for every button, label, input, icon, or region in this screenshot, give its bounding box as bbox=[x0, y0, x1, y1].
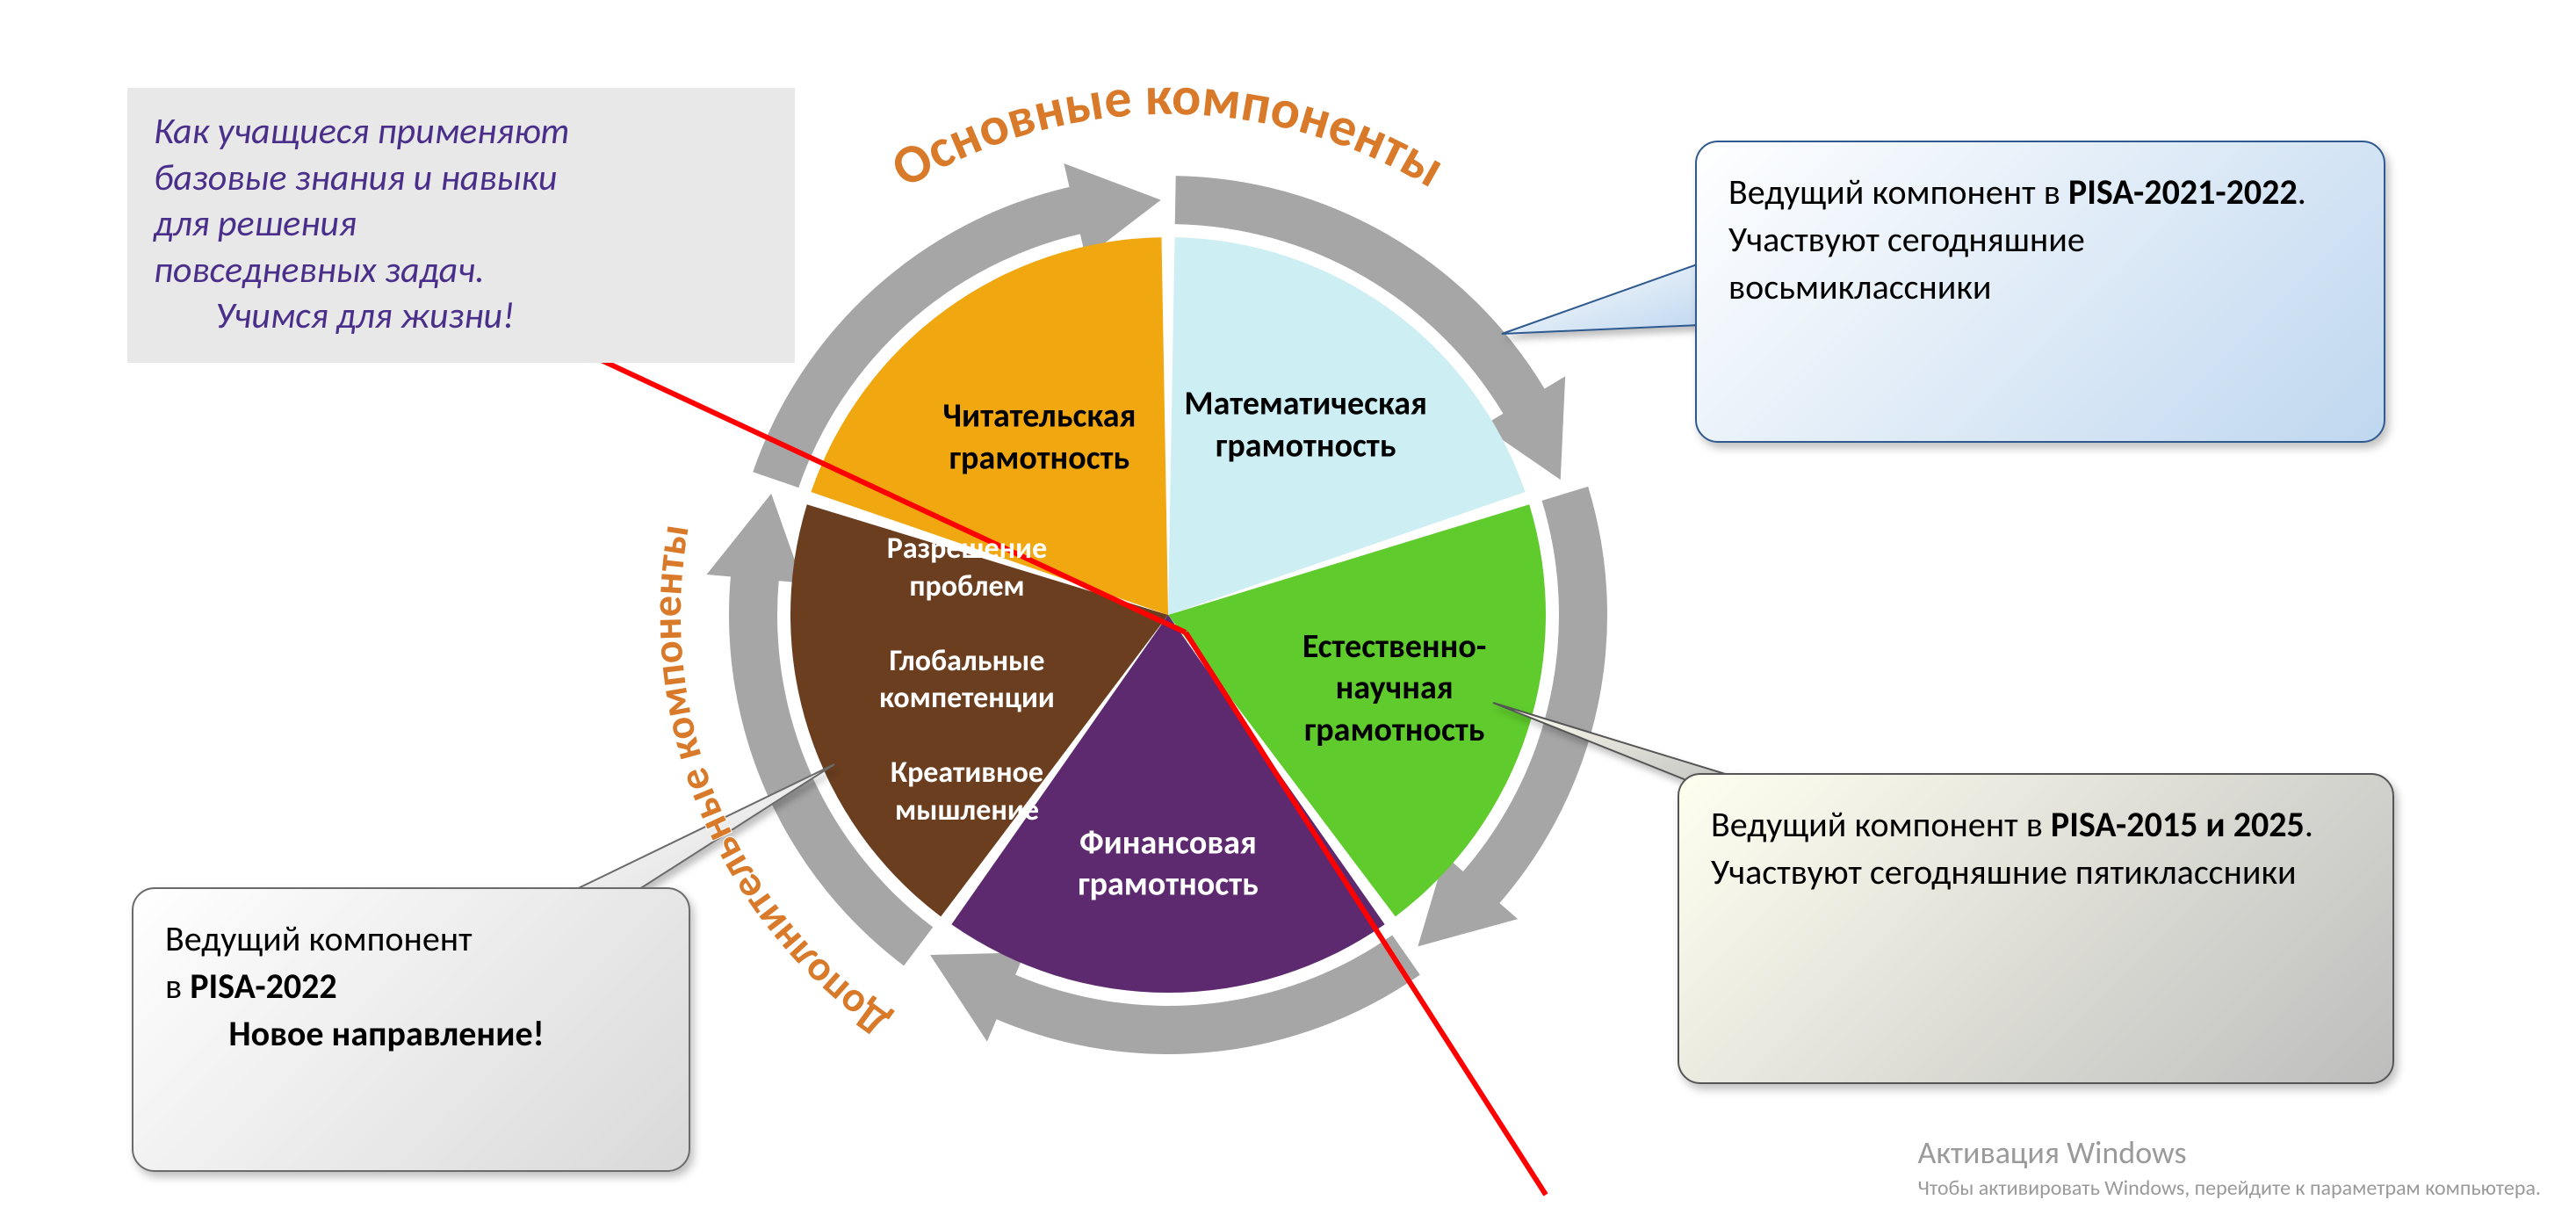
windows-activation-watermark: Активация Windows Чтобы активировать Win… bbox=[1918, 1131, 2541, 1203]
slice-label-math: Математическая грамотность bbox=[1184, 384, 1427, 467]
watermark-title: Активация Windows bbox=[1918, 1131, 2541, 1175]
watermark-sub: Чтобы активировать Windows, перейдите к … bbox=[1918, 1175, 2541, 1203]
intro-tagline: Учимся для жизни! bbox=[154, 293, 768, 340]
intro-line: повседневных задач. bbox=[154, 248, 768, 294]
slice-label-science: Естественно- научная грамотность bbox=[1302, 625, 1487, 751]
callout-science: Ведущий компонент в PISA-2015 и 2025. Уч… bbox=[1678, 773, 2394, 1084]
callout-math: Ведущий компонент в PISA-2021-2022. Учас… bbox=[1695, 141, 2385, 443]
callout-creative: Ведущий компонент в PISA-2022 Новое напр… bbox=[132, 887, 690, 1172]
title-main: Основные компоненты bbox=[880, 62, 1457, 201]
intro-line: для решения bbox=[154, 201, 768, 248]
intro-line: Как учащиеся применяют bbox=[154, 109, 768, 155]
slice-label-reading: Читательская грамотность bbox=[942, 396, 1136, 480]
intro-line: базовые знания и навыки bbox=[154, 155, 768, 202]
slice-label-finance: Финансовая грамотность bbox=[1078, 822, 1259, 906]
diagram-stage: Основные компоненты Дополнительные компо… bbox=[0, 0, 2576, 1229]
slice-label-extra: Разрешение проблем Глобальные компетенци… bbox=[879, 531, 1055, 829]
callout-pointer-math bbox=[1502, 264, 1699, 334]
intro-box: Как учащиеся применяютбазовые знания и н… bbox=[127, 88, 795, 363]
